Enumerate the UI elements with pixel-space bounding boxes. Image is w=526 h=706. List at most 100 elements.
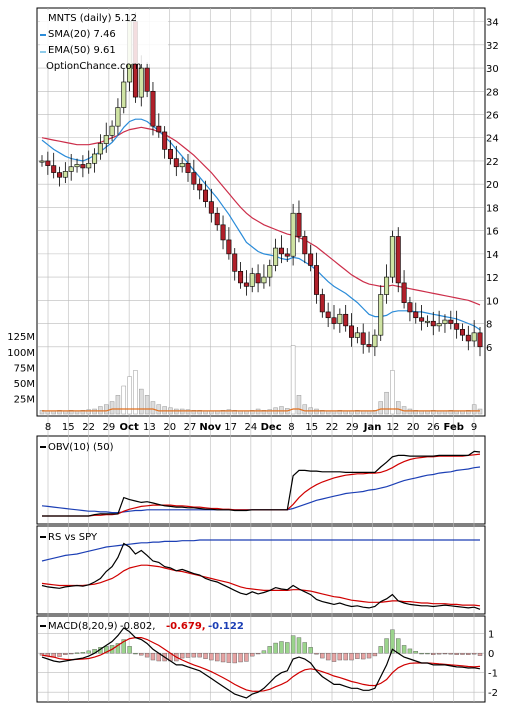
macd-histogram-bar [139,653,144,656]
macd-hist-value: -0.122 [208,621,244,632]
macd-histogram-bar [279,641,284,654]
volume-bar [115,395,121,415]
volume-tick-label: 75M [14,363,35,374]
macd-histogram-bar [366,653,372,659]
macd-histogram-bar [68,653,74,655]
rs-legend: RS vs SPY [40,532,98,543]
candle-body [290,212,296,257]
price-tick-label: 10 [486,296,499,307]
candle-body [407,302,413,313]
x-tick-label: 29 [102,422,115,433]
macd-histogram-bar [86,650,91,654]
candle-body [442,319,448,324]
macd-histogram-bar [436,653,442,655]
candle-body [284,253,290,257]
candle-body [436,323,442,327]
candle-body [92,153,98,164]
candle-body [319,294,325,313]
candle-body [261,276,267,284]
macd-histogram-bar [355,653,360,659]
candle-body [360,332,366,345]
volume-bar [337,410,343,415]
volume-bar [226,409,232,415]
macd-histogram-bar [314,653,319,655]
macd-histogram-bar [337,653,343,661]
x-tick-label: 13 [143,422,156,433]
candle-body [68,166,74,172]
candle-body [103,135,109,144]
volume-bar [156,404,162,415]
rs-average-line [41,564,481,607]
volume-bar [144,395,150,415]
macd-histogram-bar [349,653,354,661]
candle-body [459,329,465,336]
volume-bar [197,410,202,415]
candle-body [255,273,261,284]
rs-line [41,542,481,610]
macd-histogram-bar [401,645,407,654]
candle-body [185,162,191,173]
candle-body [313,265,319,295]
sma-swatch [40,34,46,36]
candle-body [471,332,477,342]
candle-body [144,67,150,92]
rs-trend-line [41,539,480,562]
candle-body [267,265,273,278]
x-tick-label: 15 [305,422,318,433]
volume-bar [57,410,62,415]
candle-body [465,334,471,342]
volume-bar [390,370,395,415]
price-panel-frame [36,7,486,417]
macd-histogram-bar [220,653,226,663]
x-tick-label: Dec [261,422,282,433]
candlesticks [39,12,483,357]
volume-bars [39,345,483,415]
volume-bar [150,401,156,415]
macd-tick-label: -1 [488,669,498,680]
volume-bar [109,401,115,415]
macd-histogram-bar [144,653,150,658]
x-tick-label: Nov [199,422,221,433]
volume-bar [162,406,167,415]
volume-bar [413,410,419,415]
legend-ema: EMA(50) 9.61 [48,45,116,56]
x-tick-label: 8 [45,422,51,433]
legend-source: OptionChance.com [46,61,141,72]
x-tick-label: 29 [346,422,359,433]
volume-bar [378,401,383,415]
macd-histogram-bar [372,653,378,657]
macd-histogram-bar [454,653,459,655]
volume-bar [98,406,103,415]
obv-legend: OBV(10) (50) [40,442,114,453]
macd-histogram-bar [320,653,325,659]
macd-histogram-bar [203,653,208,659]
x-tick-label: 27 [184,422,197,433]
price-tick-label: 18 [486,203,499,214]
macd-histogram-bar [244,653,249,662]
candle-body [208,201,214,214]
candle-body [337,313,343,324]
macd-line [41,627,481,699]
candle-body [109,125,115,136]
candle-body [226,239,232,255]
macd-histogram-bar [104,646,109,654]
macd-histogram-bar [419,653,424,655]
macd-histogram-bar [197,653,202,658]
candle-body [243,282,249,287]
candle-body [372,334,378,348]
rs-label: RS vs SPY [48,532,98,543]
volume-tick-label: 50M [14,379,35,390]
macd-histogram-bar [442,653,448,655]
volume-bar [121,385,127,415]
macd-histogram-bar [325,653,331,661]
macd-tick-label: 1 [488,630,494,641]
candle-body [273,247,279,266]
candle-body [121,81,127,108]
volume-bar [384,391,389,415]
candle-body [45,160,51,166]
candle-body [343,313,349,327]
ema-swatch [40,51,46,53]
candle-body [232,253,238,272]
